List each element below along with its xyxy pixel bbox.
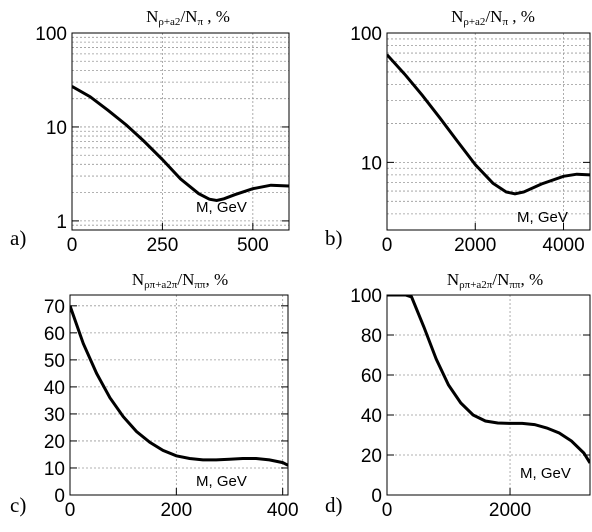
y-tick-label: 10 — [361, 153, 382, 174]
panel-title: Nρπ+a2π/Nππ, % — [447, 270, 543, 291]
axis-annotation: M, GeV — [196, 473, 247, 490]
series-line-d — [387, 295, 590, 464]
y-tick-label: 40 — [44, 378, 65, 399]
series-line-b — [387, 53, 590, 196]
x-tick-label: 200 — [160, 500, 192, 521]
plot-frame-b — [386, 32, 591, 231]
y-tick-label: 100 — [350, 24, 382, 45]
panel-label: b) — [325, 226, 343, 250]
panel-label: c) — [10, 493, 26, 517]
plot-frame-d — [386, 294, 591, 496]
y-tick-label: 0 — [54, 486, 65, 507]
x-tick-label: 0 — [67, 235, 78, 256]
panel-a: 1 10 100 0 250 500 M, GeV a) Nρ+a2/Nπ , % — [10, 7, 290, 256]
x-tick-label: 0 — [65, 500, 76, 521]
plot-frame-c — [69, 294, 289, 496]
series-line-a — [72, 85, 289, 203]
y-tick-label: 70 — [44, 297, 65, 318]
grid-a — [72, 33, 289, 230]
y-tick-label: 100 — [35, 24, 67, 45]
panel-b: 10 100 0 2000 4000 M, GeV b) Nρ+a2/Nπ , % — [325, 7, 591, 256]
plot-frame-a — [71, 32, 290, 231]
grid-c — [70, 295, 288, 495]
panel-title: Nρπ+a2π/Nππ, % — [132, 270, 228, 291]
y-tick-label: 60 — [361, 366, 382, 387]
series-line-c — [70, 305, 288, 467]
panel-title: Nρ+a2/Nπ , % — [146, 7, 230, 28]
panel-title: Nρ+a2/Nπ , % — [451, 7, 535, 28]
y-tick-label: 30 — [44, 405, 65, 426]
y-tick-label: 10 — [46, 118, 67, 139]
y-tick-label: 40 — [361, 406, 382, 427]
x-tick-label: 500 — [237, 235, 269, 256]
y-tick-label: 100 — [350, 286, 382, 307]
grid-b — [387, 33, 590, 230]
x-tick-label: 400 — [267, 500, 299, 521]
y-tick-label: 1 — [56, 212, 67, 233]
grid-d — [387, 295, 590, 495]
axis-annotation: M, GeV — [517, 209, 568, 226]
panel-label: a) — [10, 226, 26, 250]
y-tick-label: 60 — [44, 324, 65, 345]
axis-annotation: M, GeV — [196, 199, 247, 216]
panel-d: 0 20 40 60 80 100 0 2000 M, GeV d) Nρπ+a2π/Nππ, % — [325, 270, 591, 521]
y-tick-label: 50 — [44, 351, 65, 372]
x-tick-label: 4000 — [542, 235, 584, 256]
y-tick-label: 20 — [44, 432, 65, 453]
panel-label: d) — [325, 493, 343, 517]
x-tick-label: 250 — [147, 235, 179, 256]
y-tick-label: 0 — [371, 486, 382, 507]
y-tick-label: 10 — [44, 459, 65, 480]
x-tick-label: 0 — [382, 235, 393, 256]
y-tick-label: 20 — [361, 446, 382, 467]
y-tick-label: 80 — [361, 326, 382, 347]
x-tick-label: 0 — [382, 500, 393, 521]
x-tick-label: 2000 — [489, 500, 531, 521]
axis-annotation: M, GeV — [520, 465, 571, 482]
x-tick-label: 2000 — [454, 235, 496, 256]
